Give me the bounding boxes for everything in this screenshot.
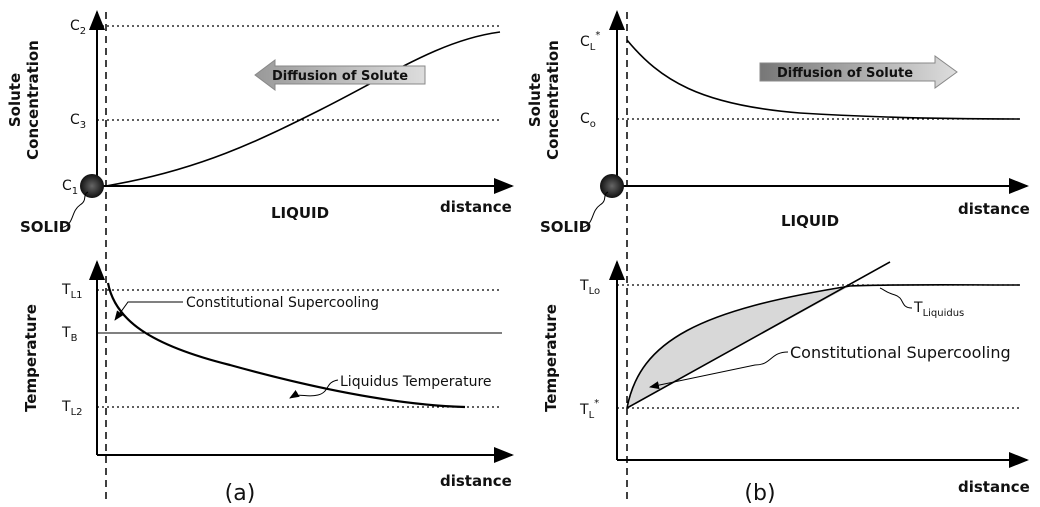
level-label: Co	[580, 111, 596, 130]
annotation: Constitutional Supercooling	[790, 343, 1011, 362]
liquid-label: LIQUID	[271, 204, 329, 222]
x-label: distance	[440, 472, 512, 490]
y-label: Temperature	[22, 304, 40, 412]
caption: (b)	[744, 481, 775, 506]
panel-b-bottom: Temperature TLo TL* TLiquidus Constituti…	[542, 260, 1030, 506]
level-label: TL2	[61, 399, 83, 418]
liquid-label: LIQUID	[781, 212, 839, 230]
caption: (a)	[225, 481, 256, 506]
y-label: SoluteConcentration	[526, 40, 562, 160]
annotation: TLiquidus	[913, 300, 964, 319]
pointer	[879, 287, 913, 309]
pointer	[59, 191, 89, 229]
diffusion-arrow	[254, 59, 426, 91]
temperature-gradient	[626, 261, 891, 409]
pointer	[114, 301, 183, 321]
solid-label: SOLID	[540, 218, 591, 236]
x-label: distance	[440, 198, 512, 216]
pointer	[649, 351, 789, 390]
arrow-label: Diffusion of Solute	[272, 69, 408, 84]
liquidus-curve	[106, 282, 466, 409]
level-label: C2	[70, 18, 86, 37]
solid-label: SOLID	[20, 218, 71, 236]
panel-b-top: Diffusion of Solute SoluteConcentration …	[526, 10, 1030, 500]
concentration-curve	[105, 31, 501, 187]
y-label: SoluteConcentration	[6, 40, 42, 160]
pointer	[579, 191, 609, 229]
level-label: TLo	[579, 278, 600, 297]
level-label: C1	[62, 178, 78, 197]
arrow-label: Diffusion of Solute	[777, 66, 913, 81]
panel-a-top: Diffusion of Solute SoluteConcentration …	[6, 10, 514, 500]
level-label: CL*	[580, 30, 600, 53]
level-label: TB	[61, 325, 78, 344]
x-label: distance	[958, 200, 1030, 218]
y-label: Temperature	[542, 304, 560, 412]
level-label: TL*	[579, 398, 599, 421]
annotation: Liquidus Temperature	[340, 374, 492, 390]
level-label: C3	[70, 112, 86, 131]
pointer	[289, 379, 339, 399]
panel-a-bottom: Temperature TL1 TB TL2 Constitutional Su…	[22, 260, 514, 506]
annotation: Constitutional Supercooling	[186, 295, 379, 311]
concentration-curve	[626, 39, 1021, 120]
solid-particle	[80, 174, 104, 198]
level-label: TL1	[61, 282, 83, 301]
x-label: distance	[958, 478, 1030, 496]
liquidus-curve	[626, 283, 1021, 409]
diffusion-arrow	[759, 55, 958, 89]
solid-particle	[600, 174, 624, 198]
